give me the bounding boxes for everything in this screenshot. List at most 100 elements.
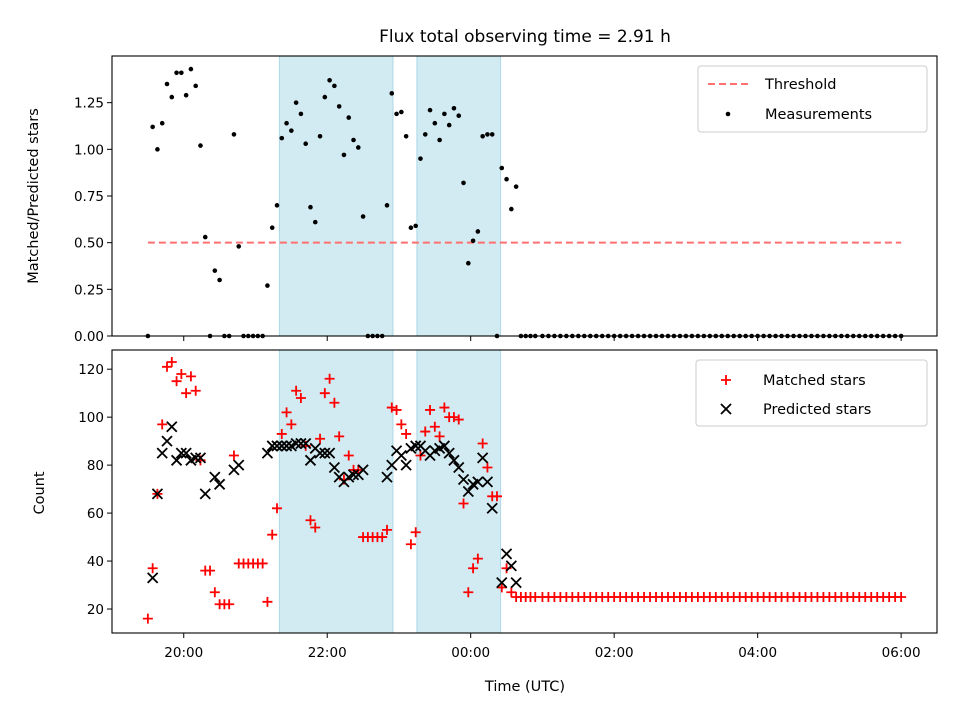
predicted-star-point — [386, 459, 398, 471]
matched-star-point — [463, 587, 474, 598]
matched-star-point — [391, 404, 402, 415]
measurement-point — [222, 333, 227, 339]
x-axis-label: Time (UTC) — [484, 679, 565, 695]
measurement-point — [851, 333, 856, 339]
measurement-point — [332, 83, 337, 89]
y-tick-label: 100 — [78, 410, 104, 426]
measurement-point — [489, 132, 495, 137]
predicted-star-point — [472, 476, 484, 488]
legend-measurements-swatch — [725, 111, 731, 117]
predicted-star-point — [319, 447, 331, 459]
measurement-point — [785, 333, 790, 339]
measurement-point — [868, 333, 874, 339]
predicted-star-point — [261, 447, 274, 459]
matched-star-point — [185, 371, 196, 382]
bottom-y-axis-label: Count — [32, 471, 48, 514]
measurement-point — [701, 333, 707, 339]
measurement-point — [737, 333, 743, 339]
measurement-point — [839, 333, 844, 339]
y-tick-label: 1.25 — [74, 96, 104, 112]
matched-star-point — [468, 563, 479, 574]
matched-star-point — [228, 450, 239, 461]
measurement-point — [394, 111, 399, 117]
measurement-point — [303, 141, 308, 147]
matched-star-point — [157, 419, 168, 430]
measurement-point — [509, 206, 514, 212]
measurement-point — [695, 333, 701, 339]
matched-star-point — [257, 558, 268, 569]
x-tick-label: 22:00 — [308, 645, 347, 661]
matched-star-point — [166, 356, 177, 367]
measurement-point — [207, 333, 213, 339]
measurement-point — [351, 137, 356, 143]
measurement-point — [202, 234, 208, 240]
measurement-point — [341, 152, 347, 158]
matched-star-point — [142, 613, 153, 624]
measurement-point — [322, 94, 328, 100]
measurement-point — [308, 204, 313, 210]
matched-star-point — [477, 438, 488, 449]
y-tick-label: 120 — [78, 362, 104, 378]
predicted-star-point — [233, 459, 245, 471]
legend-predicted-swatch — [720, 403, 732, 415]
legend-measurements-label: Measurements — [765, 107, 872, 123]
predicted-star-point — [395, 449, 407, 462]
measurement-point — [593, 333, 599, 339]
measurement-point — [356, 145, 361, 150]
measurement-point — [898, 333, 904, 339]
measurement-point — [665, 333, 671, 339]
measurement-point — [743, 333, 748, 339]
measurement-point — [761, 333, 766, 339]
measurement-point — [399, 109, 404, 115]
predicted-star-point — [314, 447, 326, 459]
matched-star-point — [448, 412, 459, 423]
y-tick-label: 0.00 — [74, 329, 104, 345]
measurement-point — [289, 128, 294, 133]
measurement-point — [346, 115, 352, 120]
bottom-panel — [111, 349, 938, 634]
matched-star-point — [382, 524, 392, 535]
matched-star-point — [482, 462, 493, 473]
y-tick-label: 20 — [87, 602, 104, 618]
matched-star-point — [315, 433, 326, 444]
bottom-x-axis: 20:00 22:00 00:00 02:00 04:00 06:00 — [164, 633, 921, 661]
measurement-point — [725, 333, 731, 339]
predicted-star-point — [500, 548, 513, 560]
predicted-star-point — [443, 447, 455, 459]
predicted-star-point — [357, 464, 369, 476]
measurement-point — [576, 333, 581, 339]
matched-star-point — [420, 426, 431, 437]
measurement-point — [150, 124, 155, 130]
matched-star-point — [429, 421, 440, 432]
measurement-point — [599, 333, 605, 339]
matched-star-point — [181, 388, 192, 399]
measurement-point — [485, 132, 490, 137]
y-tick-label: 40 — [87, 554, 104, 570]
predicted-star-point — [194, 452, 207, 464]
measurement-point — [379, 333, 385, 339]
predicted-star-point — [410, 440, 422, 452]
measurement-point — [188, 66, 194, 72]
matched-star-point — [506, 587, 517, 598]
y-tick-label: 0.50 — [74, 236, 104, 252]
measurement-point — [317, 133, 323, 139]
observing-window-2 — [416, 349, 502, 634]
legend-matched-label: Matched stars — [763, 373, 866, 389]
measurement-point — [475, 229, 481, 234]
measurement-point — [265, 283, 270, 288]
bottom-legend: Matched stars Predicted stars — [695, 359, 928, 427]
x-tick-label: 02:00 — [595, 645, 634, 661]
measurement-point — [528, 333, 533, 339]
measurement-point — [581, 333, 587, 339]
predicted-star-point — [280, 440, 293, 452]
predicted-star-point — [438, 440, 451, 452]
matched-star-point — [286, 419, 297, 430]
predicted-star-point — [199, 488, 211, 500]
matched-star-point — [305, 515, 316, 526]
predicted-star-point — [147, 572, 159, 584]
predicted-star-point — [453, 461, 465, 474]
legend-box — [695, 359, 928, 427]
matched-star-point — [162, 361, 172, 372]
chart-title: Flux total observing time = 2.91 h — [379, 27, 671, 47]
predicted-star-point — [486, 502, 498, 514]
